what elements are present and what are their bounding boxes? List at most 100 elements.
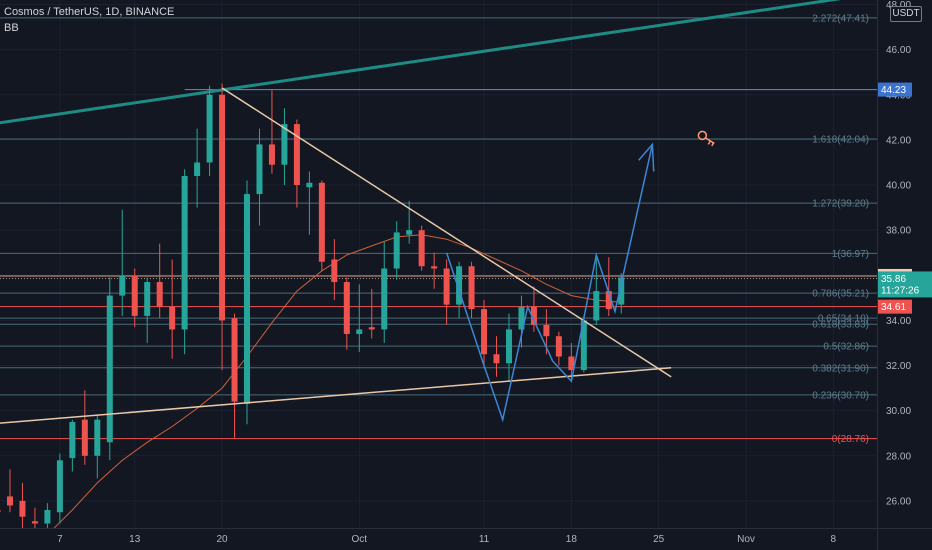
candle-body	[19, 500, 26, 517]
candle-body	[268, 144, 275, 165]
price-axis-tick-label: 30.00	[886, 406, 911, 417]
candle-body	[393, 232, 400, 269]
candle	[156, 243, 163, 319]
candle	[81, 390, 88, 465]
price-axis-tick-label: 26.00	[886, 496, 911, 507]
candle	[19, 482, 26, 528]
candle-body	[318, 182, 325, 262]
time-axis-tick-label: 11	[479, 534, 490, 545]
price-axis-tick-label: 34.00	[886, 316, 911, 327]
candle-body	[181, 176, 188, 330]
candle-body	[530, 306, 537, 325]
currency-unit-button[interactable]: USDT	[890, 6, 922, 22]
time-axis-tick-label: 18	[566, 534, 578, 545]
time-axis-tick-label: Nov	[737, 534, 755, 545]
candle-body	[368, 327, 375, 330]
candle-body	[568, 356, 575, 371]
candle	[69, 419, 76, 472]
candle-body	[356, 329, 363, 334]
candle	[131, 268, 138, 328]
channel-trendline	[0, 0, 842, 125]
time-axis-tick-label: 25	[653, 534, 665, 545]
candle-body	[281, 124, 288, 165]
candle-body	[343, 282, 350, 334]
price-badge-34-61-text: 34.61	[881, 302, 906, 313]
fib-level-label: 0.5(32.86)	[823, 342, 869, 353]
fib-level-label: 0(28.76)	[832, 434, 869, 445]
candle	[6, 469, 13, 513]
candle	[244, 180, 251, 425]
candle	[169, 259, 176, 359]
bb-indicator-label[interactable]: BB	[4, 22, 19, 34]
candle-body	[244, 194, 251, 404]
price-axis-tick-label: 46.00	[886, 45, 911, 56]
candle-body	[131, 275, 138, 316]
symbol-title: Cosmos / TetherUS, 1D, BINANCE	[4, 6, 175, 18]
price-axis-tick-label: 28.00	[886, 451, 911, 462]
candle-body	[81, 419, 88, 456]
ascending-trendline	[0, 367, 672, 424]
candle-body	[468, 266, 475, 310]
candle-body	[293, 124, 300, 186]
candle	[106, 277, 113, 461]
descending-trendline	[221, 87, 672, 378]
candle	[144, 277, 151, 343]
candle-body	[94, 419, 101, 456]
fib-level-label: 0.65(34.10)	[818, 314, 869, 325]
candle	[56, 453, 63, 524]
plot-area: 2.272(47.41) 1.618(42.04) 1.272(39.20) 1(36…	[0, 0, 877, 528]
candle-body	[44, 509, 51, 524]
candle-body	[456, 266, 463, 305]
key-icon-tooth	[711, 142, 715, 147]
candle	[181, 169, 188, 355]
candle	[119, 209, 126, 316]
price-badge-34-61-bg	[878, 299, 912, 314]
candle-body	[31, 521, 38, 524]
price-badge-44-23: 44.23	[878, 82, 912, 97]
candle-body	[618, 277, 625, 305]
candle	[256, 128, 263, 226]
candle-body	[605, 291, 612, 310]
candle	[268, 90, 275, 174]
candle-body	[106, 295, 113, 443]
candle	[518, 295, 525, 348]
candle-body	[505, 329, 512, 364]
projection-arrowhead	[638, 142, 655, 172]
candle-body	[331, 259, 338, 283]
candle-body	[593, 291, 600, 321]
candle-body	[256, 144, 263, 195]
price-axis-tick-label: 40.00	[886, 181, 911, 192]
fib-level-label: 1.618(42.04)	[812, 134, 869, 145]
candle	[306, 171, 313, 235]
candle-body	[144, 282, 151, 316]
candle	[580, 315, 587, 373]
fib-level-label: 2.272(47.41)	[812, 13, 869, 24]
candle	[94, 415, 101, 479]
candle	[431, 252, 438, 289]
candle-body	[555, 336, 562, 357]
candle-body	[481, 309, 488, 355]
candle-body	[381, 268, 388, 330]
price-badge-44-23-text: 44.23	[881, 85, 906, 96]
candle	[393, 221, 400, 280]
candle	[593, 254, 600, 325]
time-axis-tick-label: 8	[831, 534, 837, 545]
candle-body	[69, 421, 76, 459]
candle	[231, 313, 238, 438]
candle	[505, 313, 512, 382]
fib-level-label: 0.236(30.70)	[812, 390, 869, 401]
candle	[219, 83, 226, 371]
time-axis-tick-label: 13	[129, 534, 141, 545]
candle	[368, 288, 375, 339]
candle	[530, 286, 537, 332]
candle-body	[156, 282, 163, 307]
candle-body	[306, 182, 313, 188]
key-icon	[697, 130, 715, 147]
candle-body	[119, 275, 126, 296]
candle	[293, 119, 300, 208]
key-icon-tooth	[707, 140, 711, 145]
price-badge-44-23-bg	[878, 82, 912, 97]
candle	[555, 331, 562, 366]
candle-body	[219, 94, 226, 321]
